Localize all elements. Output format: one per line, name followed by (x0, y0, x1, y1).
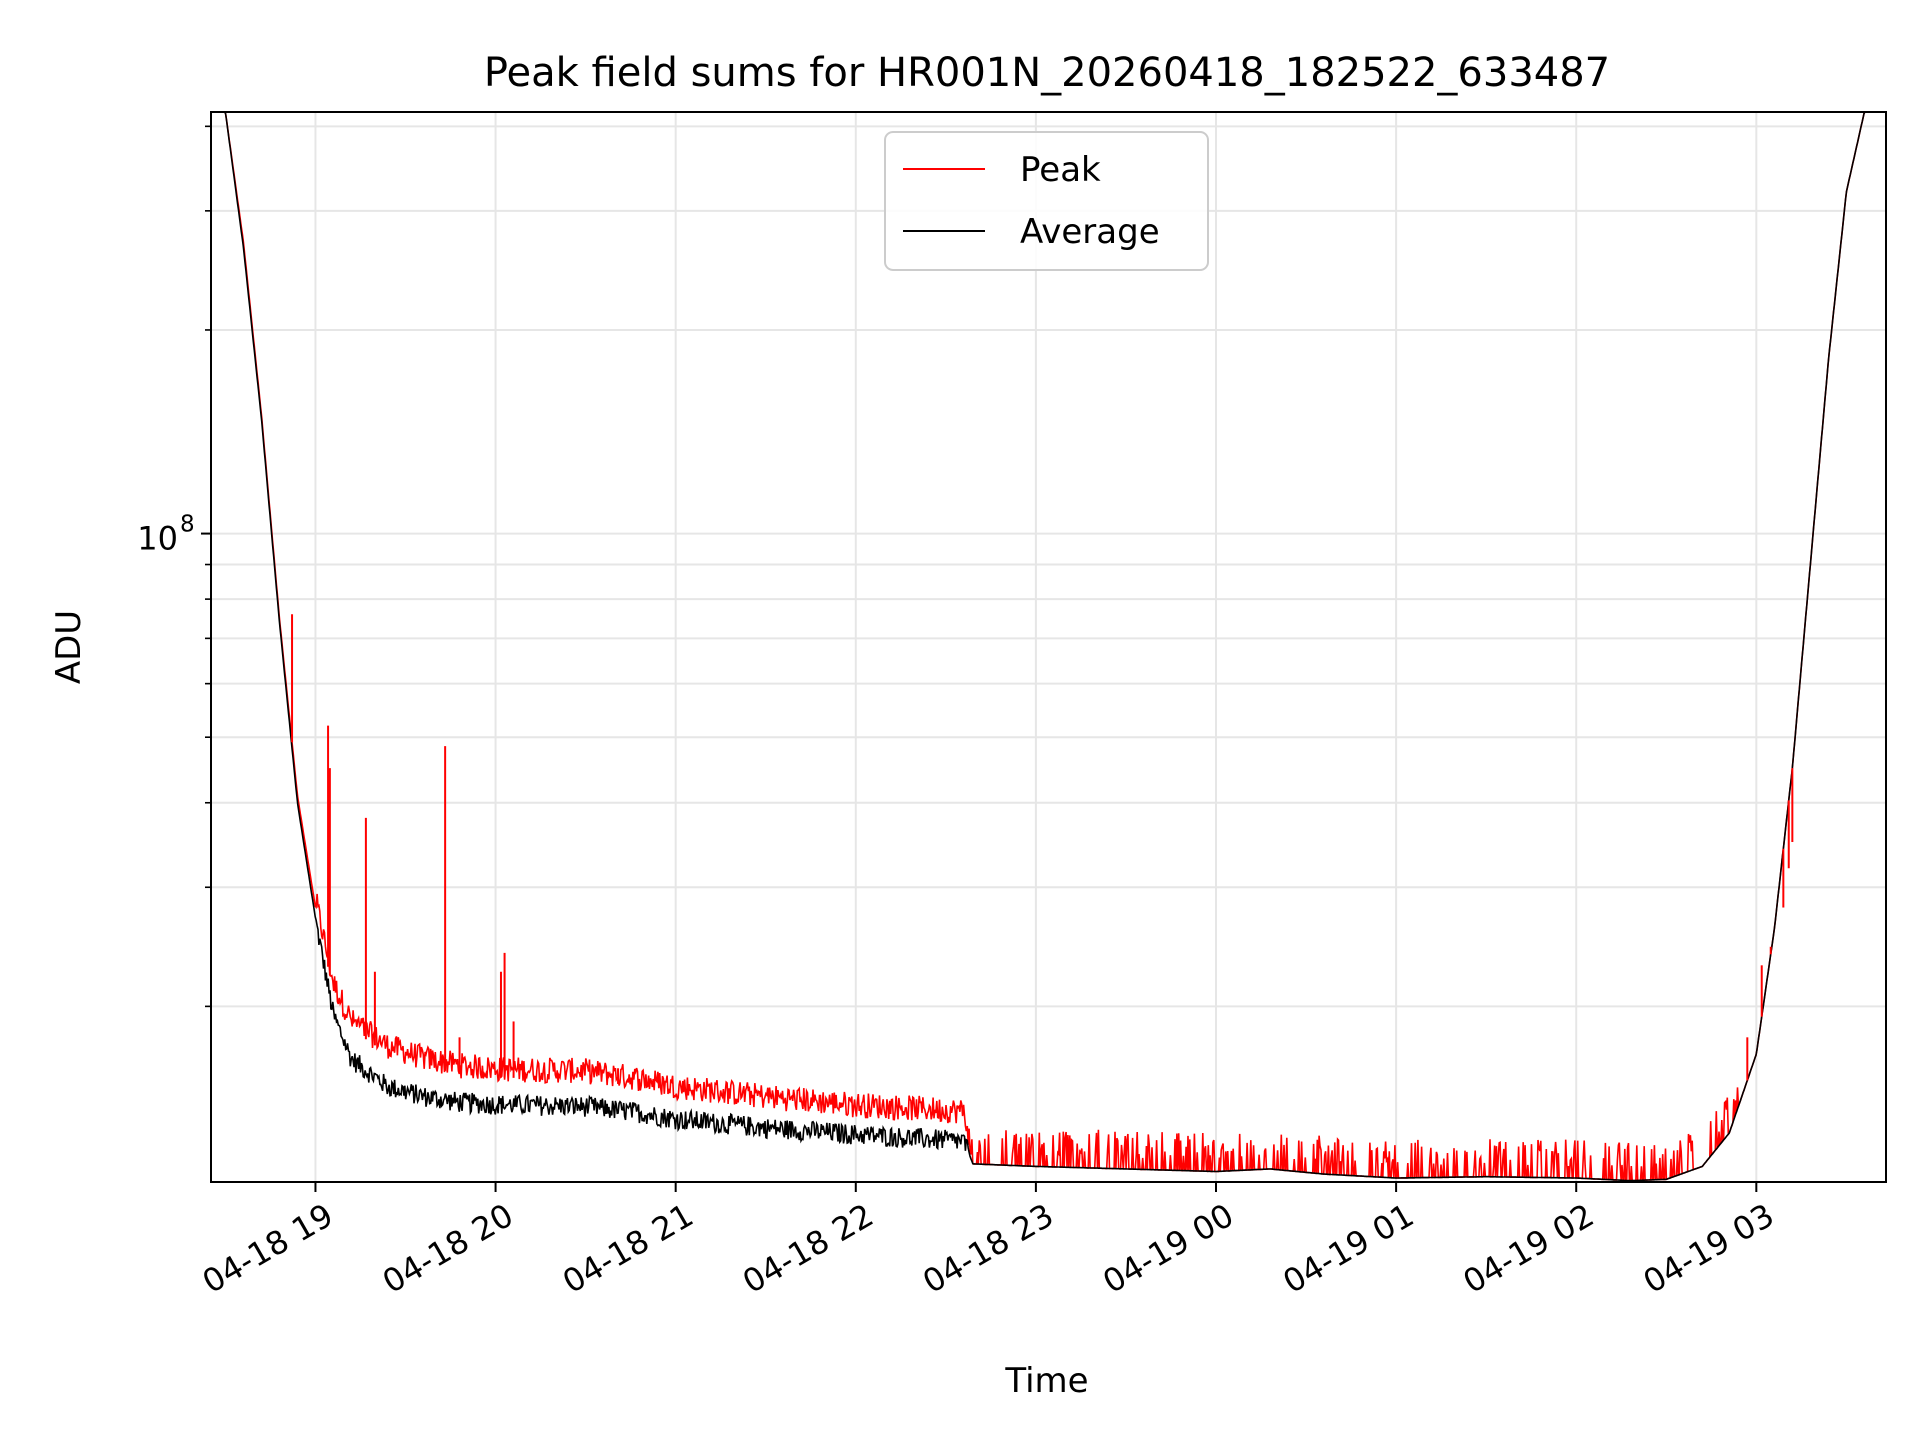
series-layer (216, 112, 1879, 1182)
legend: Peak Average (884, 131, 1209, 271)
plot-frame (210, 111, 1887, 1183)
chart-title: Peak field sums for HR001N_20260418_1825… (484, 50, 1610, 96)
legend-label-average: Average (1020, 212, 1160, 252)
grid-lines (211, 112, 1886, 1182)
y-axis-ticks: 10 8 (137, 125, 211, 1008)
legend-label-peak: Peak (1020, 150, 1101, 190)
y-tick-label-exponent: 8 (180, 512, 195, 538)
y-axis-label: ADU (49, 610, 89, 684)
y-tick-label: 10 (137, 520, 178, 558)
legend-box (884, 131, 1209, 271)
series-line-average (216, 112, 1879, 1182)
x-axis-label: Time (1004, 1361, 1088, 1401)
